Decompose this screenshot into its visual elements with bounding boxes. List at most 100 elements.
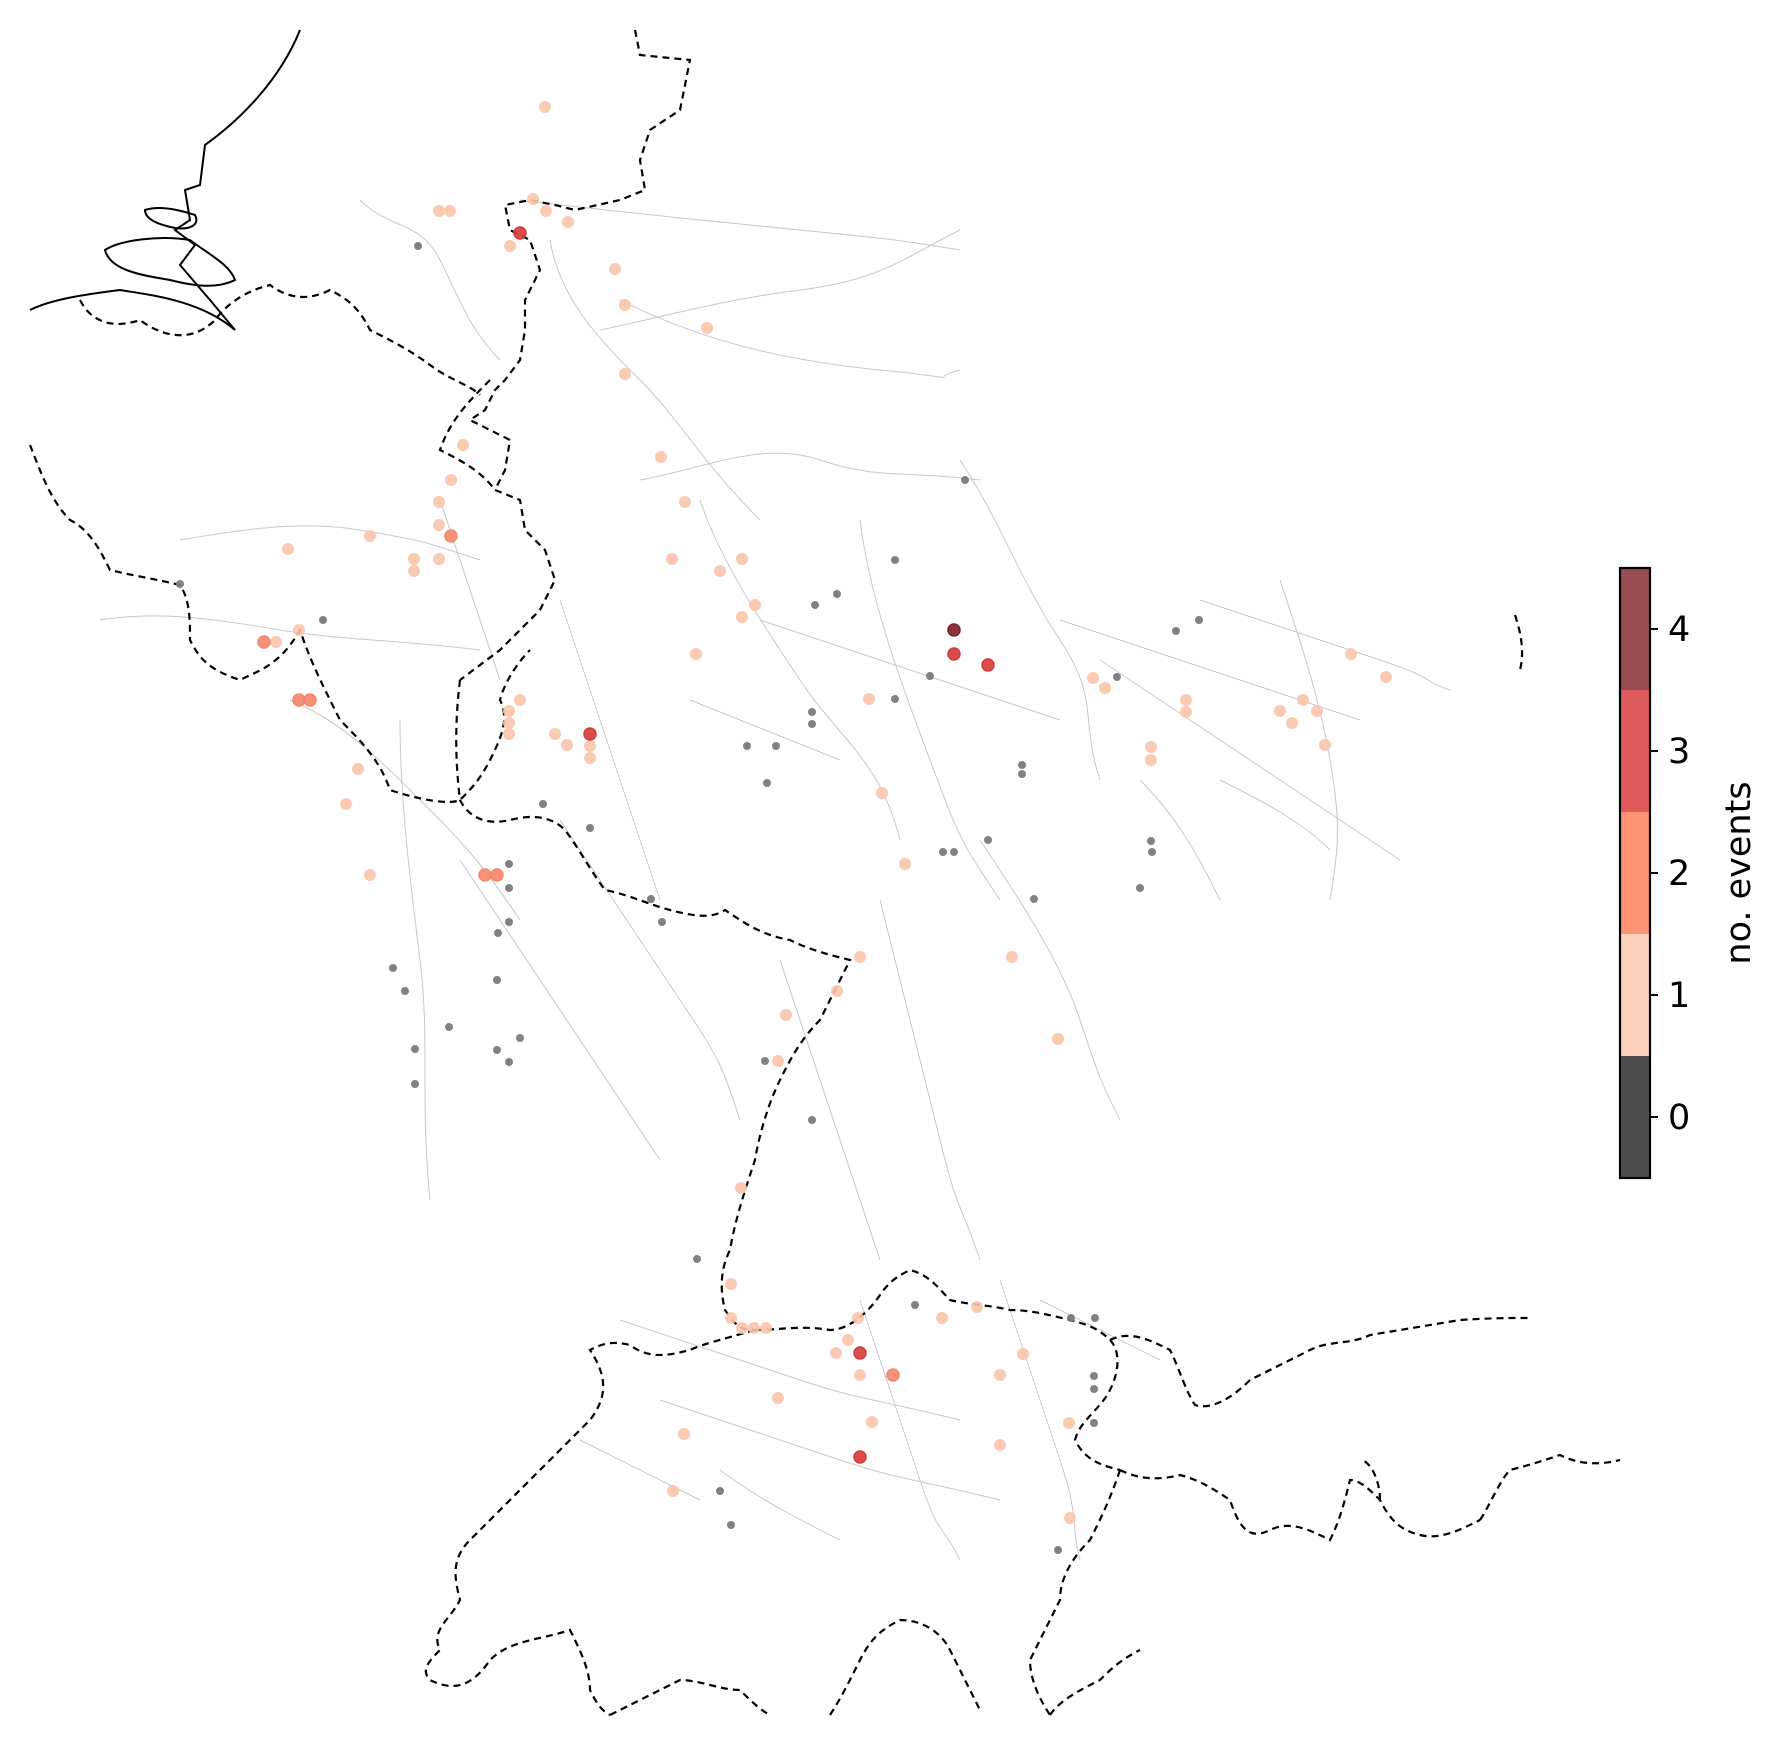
station-marker xyxy=(408,553,420,565)
station-marker xyxy=(701,322,713,334)
station-marker xyxy=(911,1301,919,1309)
station-marker xyxy=(1274,705,1286,717)
station-marker xyxy=(401,987,409,995)
station-marker xyxy=(863,693,875,705)
station-marker xyxy=(947,647,961,661)
station-marker xyxy=(1006,951,1018,963)
station-marker xyxy=(513,226,527,240)
station-marker xyxy=(678,1428,690,1440)
station-marker xyxy=(1054,1546,1062,1554)
station-marker xyxy=(886,1368,900,1382)
station-marker xyxy=(854,1369,866,1381)
station-marker xyxy=(270,636,282,648)
colorbar-segment-2 xyxy=(1620,812,1650,934)
station-marker xyxy=(936,1312,948,1324)
station-marker xyxy=(808,708,816,716)
station-marker xyxy=(1136,884,1144,892)
station-marker xyxy=(735,1182,747,1194)
station-marker xyxy=(1067,1314,1075,1322)
station-marker xyxy=(433,553,445,565)
station-marker xyxy=(433,205,445,217)
station-marker xyxy=(833,590,841,598)
station-marker xyxy=(748,1322,760,1334)
station-marker xyxy=(1380,671,1392,683)
station-marker xyxy=(772,742,780,750)
station-marker xyxy=(516,1034,524,1042)
station-marker xyxy=(1311,705,1323,717)
station-marker xyxy=(445,474,457,486)
station-marker xyxy=(503,728,515,740)
station-marker xyxy=(926,672,934,680)
station-marker xyxy=(505,860,513,868)
station-marker xyxy=(457,439,469,451)
station-marker xyxy=(433,496,445,508)
station-marker xyxy=(658,918,666,926)
station-marker xyxy=(743,742,751,750)
station-marker xyxy=(609,263,621,275)
station-marker xyxy=(667,1485,679,1497)
station-marker xyxy=(539,800,547,808)
station-marker xyxy=(1148,848,1156,856)
station-marker xyxy=(319,616,327,624)
station-marker xyxy=(961,476,969,484)
station-marker xyxy=(647,895,655,903)
station-marker xyxy=(586,824,594,832)
station-marker xyxy=(939,848,947,856)
colorbar-tick-1: 1 xyxy=(1668,976,1690,1016)
station-marker xyxy=(1052,1033,1064,1045)
station-marker xyxy=(1180,694,1192,706)
station-marker xyxy=(176,580,184,588)
station-marker xyxy=(505,1058,513,1066)
station-marker xyxy=(736,611,748,623)
national-borders xyxy=(28,29,1621,1716)
station-marker xyxy=(433,519,445,531)
colorbar: 0 1 2 3 4 no. events xyxy=(1618,566,1759,1180)
station-marker xyxy=(1018,761,1026,769)
station-marker xyxy=(1091,1314,1099,1322)
station-marker xyxy=(1297,694,1309,706)
station-marker xyxy=(736,1322,748,1334)
station-marker xyxy=(364,530,376,542)
station-marker xyxy=(540,205,552,217)
station-marker xyxy=(736,553,748,565)
station-marker xyxy=(984,836,992,844)
colorbar-tick-3: 3 xyxy=(1668,732,1690,772)
station-marker xyxy=(1172,627,1180,635)
station-marker xyxy=(1063,1417,1075,1429)
station-marker xyxy=(950,848,958,856)
station-marker xyxy=(891,695,899,703)
station-marker xyxy=(562,216,574,228)
station-marker xyxy=(493,976,501,984)
station-marker xyxy=(411,1045,419,1053)
station-marker xyxy=(808,1116,816,1124)
station-marker xyxy=(1345,648,1357,660)
colorbar-tick-2: 2 xyxy=(1668,854,1690,894)
station-marker xyxy=(971,1301,983,1313)
station-marker xyxy=(947,623,961,637)
station-marker xyxy=(714,565,726,577)
station-marker xyxy=(749,599,761,611)
station-marker xyxy=(389,964,397,972)
station-marker xyxy=(1319,739,1331,751)
station-marker xyxy=(772,1392,784,1404)
station-marker xyxy=(1064,1512,1076,1524)
station-marker xyxy=(853,1346,867,1360)
station-marker xyxy=(1090,1419,1098,1427)
station-marker xyxy=(831,985,843,997)
station-marker xyxy=(763,779,771,787)
colorbar-segment-3 xyxy=(1620,690,1650,812)
station-marker xyxy=(679,496,691,508)
station-marker xyxy=(494,929,502,937)
station-marker xyxy=(539,101,551,113)
station-marker xyxy=(503,705,515,717)
station-marker xyxy=(493,1046,501,1054)
station-marker xyxy=(1030,895,1038,903)
station-marker xyxy=(408,565,420,577)
station-marker xyxy=(561,739,573,751)
station-marker xyxy=(584,752,596,764)
colorbar-label: no. events xyxy=(1719,781,1759,964)
station-marker xyxy=(478,868,492,882)
river-network xyxy=(99,199,1451,1561)
station-marker xyxy=(1180,706,1192,718)
